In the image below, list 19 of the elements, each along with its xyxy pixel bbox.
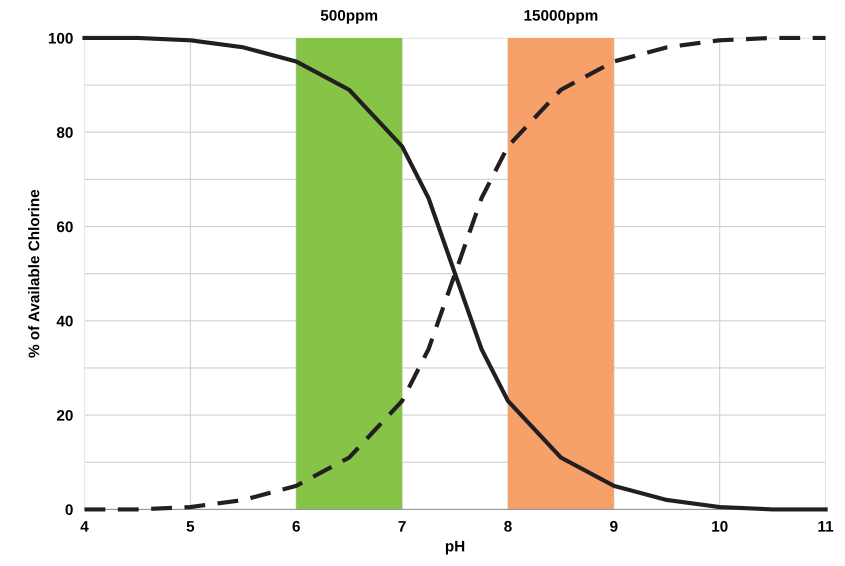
- band-label: 15000ppm: [524, 10, 598, 24]
- x-tick-label: 7: [398, 521, 406, 532]
- x-tick-label: 5: [186, 521, 194, 532]
- x-tick-label: 10: [712, 520, 728, 532]
- y-tick-label: 0: [65, 504, 73, 516]
- x-tick-label: 11: [818, 521, 834, 532]
- x-tick-label: 9: [610, 520, 618, 532]
- y-tick-label: 60: [56, 221, 73, 232]
- y-tick-label: 80: [56, 127, 73, 138]
- y-tick-label: 40: [56, 316, 73, 326]
- y-tick-label: 20: [56, 410, 73, 421]
- x-tick-label: 8: [504, 520, 512, 532]
- x-tick-label: 4: [80, 521, 89, 532]
- line-series: [82, 36, 828, 512]
- x-axis-title: pH: [446, 540, 464, 555]
- x-tick-label: 6: [292, 520, 300, 532]
- band-label: 500ppm: [320, 10, 378, 24]
- y-tick-label: 100: [48, 32, 73, 44]
- y-axis-title: % of Available Chlorine: [28, 190, 40, 358]
